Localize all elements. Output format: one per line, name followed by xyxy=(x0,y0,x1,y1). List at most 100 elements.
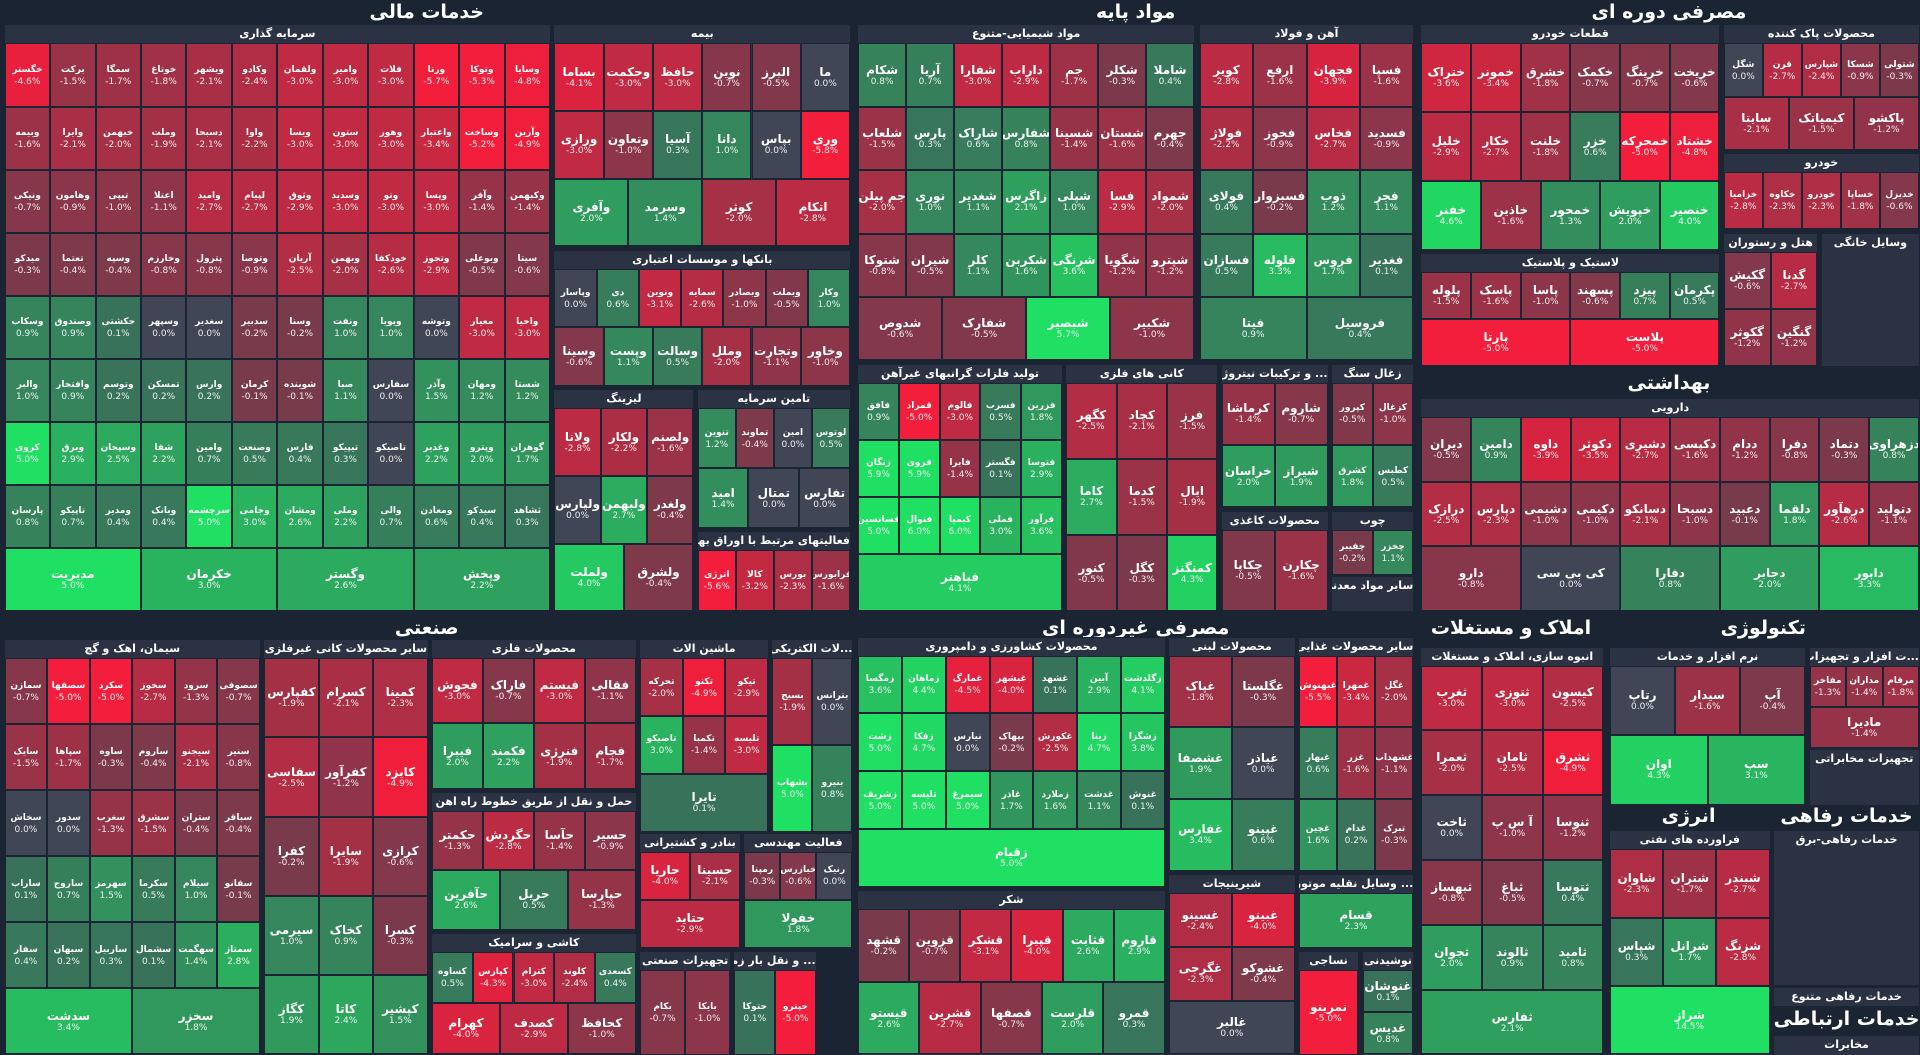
stock-tile: بنیرو 0.8% xyxy=(812,744,853,832)
stock-tile: خودرو -2.3% xyxy=(1801,172,1841,230)
stock-change: -0.1% xyxy=(287,391,314,402)
stock-name: خرینگ xyxy=(1625,65,1664,80)
stock-tile: شاراک 0.6% xyxy=(954,106,1003,171)
stock-tile: وامیر -3.0% xyxy=(322,43,369,107)
stock-name: شپارس xyxy=(1804,59,1839,70)
sector-group: هتل و رستوران گدنا -2.7% گکیش -0.6% گنگین -1.2… xyxy=(1722,232,1819,368)
stock-name: غبهنوش xyxy=(1299,681,1337,692)
stock-tile: وامید -2.7% xyxy=(186,169,232,233)
stock-change: -1.1% xyxy=(1881,515,1908,526)
stock-name: نوری xyxy=(915,189,946,204)
stock-change: -0.3% xyxy=(14,265,41,276)
stock-name: وثوق xyxy=(288,190,312,201)
stock-change: 1.6% xyxy=(1043,801,1067,812)
stock-name: چکارن xyxy=(1282,557,1320,572)
stock-tile: فروی 5.9% xyxy=(898,439,940,497)
stock-change: -2.8% xyxy=(1730,202,1757,213)
stock-tile: ثجوان 2.0% xyxy=(1421,924,1482,990)
stock-name: امین xyxy=(782,427,804,438)
stock-tile: شپلی 1.0% xyxy=(1050,170,1099,234)
stock-tile: زمگسا 3.6% xyxy=(858,655,902,714)
stock-name: کزغال xyxy=(1378,403,1408,414)
stock-tile: نوری 1.0% xyxy=(906,170,955,234)
stock-change: 0.3% xyxy=(666,146,690,157)
stock-change: 1.6% xyxy=(1306,836,1330,847)
stock-change: -0.8% xyxy=(150,265,177,276)
stock-change: -1.8% xyxy=(1847,202,1874,213)
stock-name: اوان xyxy=(1645,757,1672,772)
stock-name: فزرین xyxy=(1027,400,1056,411)
stock-name: شبصیر xyxy=(1047,316,1089,331)
stock-change: 0.1% xyxy=(14,890,38,901)
group-title: چوب xyxy=(1359,513,1386,527)
stock-name: وملت xyxy=(151,127,176,138)
stock-change: -1.7% xyxy=(1676,884,1703,895)
stock-change: -0.7% xyxy=(649,1013,676,1024)
stock-tile: فجوش -3.0% xyxy=(432,658,483,724)
stock-tile: وتعاون -1.0% xyxy=(603,111,653,179)
stock-tile: تمسکن 0.2% xyxy=(141,358,187,422)
stock-name: سیدار xyxy=(1690,687,1725,702)
stock-name: شگویا xyxy=(1104,252,1140,267)
stock-change: 2.2% xyxy=(424,455,448,466)
stock-tile: وتجوز -2.9% xyxy=(413,232,460,296)
stock-tile: شکبیر -1.0% xyxy=(1110,296,1195,361)
stock-change: 0.3% xyxy=(1122,1019,1146,1030)
group-title: انبوه سازی، املاک و مستغلات xyxy=(1431,649,1594,663)
stock-change: 0.0% xyxy=(564,299,588,310)
stock-tile: غزر -1.6% xyxy=(1337,727,1376,800)
stock-tile: کمینا -2.3% xyxy=(373,658,428,738)
stock-tile: فجام -1.7% xyxy=(584,723,636,789)
stock-tile: غگل -2.0% xyxy=(1375,655,1414,728)
stock-tile: ونوین -3.1% xyxy=(638,268,682,328)
stock-change: -0.7% xyxy=(1288,415,1315,426)
stock-name: دارو xyxy=(1458,566,1484,581)
stock-name: فملی xyxy=(988,515,1014,526)
group-title: سیمان، اهک و گچ xyxy=(84,642,181,656)
stock-tile: سدبیر -0.2% xyxy=(231,295,278,359)
stock-change: -1.7% xyxy=(55,758,82,769)
stock-tile: صبا 1.1% xyxy=(322,358,369,422)
stock-change: 2.0% xyxy=(1758,580,1782,591)
stock-name: وپخش xyxy=(463,567,501,582)
stock-tile: ذوب 1.2% xyxy=(1306,170,1360,234)
stock-name: خبازرس xyxy=(780,865,817,876)
stock-tile: سمتاز 2.8% xyxy=(217,922,260,989)
stock-change: -3.0% xyxy=(332,202,359,213)
stock-tile: سفاسی -2.5% xyxy=(264,737,319,817)
stock-name: کسرا xyxy=(384,923,416,938)
stock-change: 0.2% xyxy=(197,391,221,402)
stock-change: 0.0% xyxy=(764,146,788,157)
stock-tile: پاکشو -1.2% xyxy=(1853,96,1919,150)
stock-tile: فخوز -0.9% xyxy=(1253,106,1307,171)
stock-tile: شتران -1.7% xyxy=(1663,849,1717,918)
stock-tile: وبملت -0.5% xyxy=(765,268,808,328)
stock-change: 2.0% xyxy=(1061,1019,1085,1030)
stock-change: -3.0% xyxy=(468,328,495,339)
stock-tile: تکمبا -1.4% xyxy=(682,715,726,774)
stock-change: -0.9% xyxy=(59,202,86,213)
stock-name: ورنا xyxy=(427,64,446,75)
stock-tile: آ س پ -1.0% xyxy=(1481,795,1543,860)
stock-name: غیاذر xyxy=(1247,750,1279,765)
stock-change: -5.6% xyxy=(703,582,730,593)
stock-change: -0.9% xyxy=(241,265,268,276)
sector-group: ماشین الات تیکو -2.9% تکنو -4.9% تحرکه -2.0% تل… xyxy=(639,639,769,833)
stock-tile: خزامیا -2.8% xyxy=(1723,172,1763,230)
stock-change: 0.5% xyxy=(666,358,690,369)
stock-change: -3.0% xyxy=(332,139,359,150)
stock-tile: زشریف 5.0% xyxy=(858,771,902,829)
stock-tile: شاوان -2.3% xyxy=(1609,849,1664,918)
stock-tile: شپارس -2.4% xyxy=(1801,43,1841,97)
stock-name: حسیر xyxy=(593,828,627,843)
stock-name: معیار xyxy=(470,316,494,327)
stock-change: -5.3% xyxy=(468,76,495,87)
sector-group: خودرو خدیزل -0.6% خساپا -1.8% خودرو -2.3% خکاوه… xyxy=(1722,153,1920,231)
stock-name: حپارسا xyxy=(581,887,623,902)
stock-name: سخوز xyxy=(140,680,167,691)
stock-name: قرن xyxy=(1772,59,1792,70)
stock-name: کفرا xyxy=(277,843,306,858)
stock-change: -2.5% xyxy=(287,265,314,276)
stock-name: امید xyxy=(711,485,735,500)
stock-change: 2.2% xyxy=(496,757,520,768)
